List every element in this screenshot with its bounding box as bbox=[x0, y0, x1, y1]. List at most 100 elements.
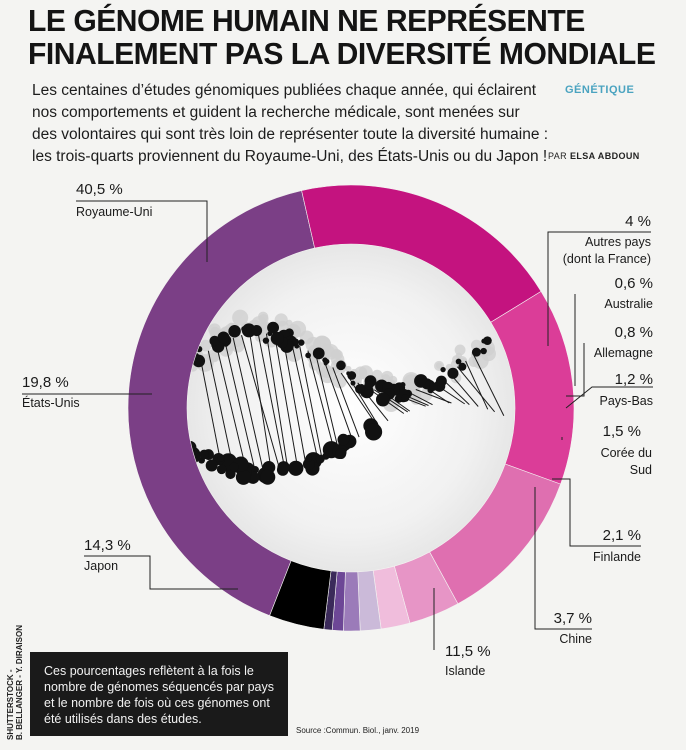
slice-percent-label: 40,5 % bbox=[76, 181, 123, 198]
helix-rung bbox=[332, 367, 360, 438]
helix-rung bbox=[224, 341, 257, 473]
note-line: été utilisés dans des études. bbox=[44, 712, 202, 726]
helix-bead bbox=[455, 358, 462, 365]
slice-percent-label: 0,6 % bbox=[615, 275, 653, 292]
background-bead bbox=[199, 339, 212, 352]
background-bead bbox=[332, 374, 347, 389]
slice-name-label: Corée du bbox=[601, 446, 652, 460]
section-rubric: GÉNÉTIQUE bbox=[565, 84, 635, 96]
helix-bead bbox=[364, 380, 374, 390]
donut-slice bbox=[343, 571, 361, 632]
helix-rung bbox=[232, 337, 265, 474]
helix-bead bbox=[400, 382, 406, 388]
leader-line bbox=[84, 555, 238, 590]
leader-line bbox=[534, 487, 592, 630]
helix-bead bbox=[235, 469, 251, 485]
slice-name-label: Australie bbox=[604, 297, 653, 311]
helix-bead bbox=[251, 325, 263, 337]
background-bead bbox=[258, 313, 269, 324]
leader-line bbox=[566, 343, 585, 397]
byline: PAR ELSA ABDOUN bbox=[548, 151, 640, 161]
helix-bead bbox=[305, 352, 311, 359]
helix-bead bbox=[447, 367, 459, 379]
helix-bead bbox=[288, 460, 304, 476]
slice-name-label: États-Unis bbox=[22, 395, 80, 410]
note-line: Ces pourcentages reflètent à la fois le bbox=[44, 664, 254, 678]
helix-bead bbox=[481, 338, 487, 344]
helix-bead bbox=[199, 449, 209, 460]
slice-percent-label: 1,5 % bbox=[603, 423, 641, 440]
note-line: et le nombre de fois où ces génomes ont bbox=[44, 696, 270, 710]
slice-name-label: Sud bbox=[630, 463, 652, 477]
helix-rung bbox=[257, 332, 286, 471]
helix-bead bbox=[267, 321, 280, 334]
helix-bead bbox=[337, 433, 350, 446]
helix-bead bbox=[350, 380, 356, 386]
slice-name-label: Pays-Bas bbox=[600, 394, 654, 408]
helix-rung bbox=[249, 333, 273, 473]
helix-rung bbox=[465, 360, 489, 410]
byline-author: ELSA ABDOUN bbox=[569, 151, 640, 161]
background-bead bbox=[468, 356, 480, 367]
dna-helix-illustration bbox=[182, 242, 517, 574]
intro-line: nos comportements et guident la recherch… bbox=[32, 104, 520, 121]
slice-name-label: Islande bbox=[445, 664, 485, 678]
helix-bead bbox=[429, 382, 438, 391]
title-line: LE GÉNOME HUMAIN NE REPRÉSENTE bbox=[28, 3, 585, 38]
slice-name-label: Chine bbox=[559, 632, 592, 646]
source-note: Source :Commun. Biol., janv. 2019 bbox=[296, 726, 420, 735]
helix-rung bbox=[340, 372, 378, 427]
intro-line: des volontaires qui sont très loin de re… bbox=[32, 126, 549, 143]
helix-bead bbox=[298, 339, 305, 346]
helix-bead bbox=[458, 362, 467, 371]
intro-line: les trois-quarts proviennent du Royaume-… bbox=[32, 148, 548, 165]
slice-percent-label: 19,8 % bbox=[22, 374, 69, 391]
helix-rung bbox=[456, 366, 495, 413]
helix-bead bbox=[414, 374, 428, 388]
background-bead bbox=[454, 344, 466, 356]
helix-bead bbox=[401, 394, 410, 402]
intro-line: Les centaines d’études génomiques publié… bbox=[32, 82, 537, 99]
helix-bead bbox=[217, 455, 224, 463]
slice-percent-label: 0,8 % bbox=[615, 324, 653, 341]
background-bead bbox=[388, 375, 398, 385]
intro-paragraph: Les centaines d’études génomiques publié… bbox=[32, 80, 549, 168]
slice-percent-label: 14,3 % bbox=[84, 537, 131, 554]
helix-bead bbox=[322, 357, 328, 363]
page-title: LE GÉNOME HUMAIN NE REPRÉSENTE FINALEMEN… bbox=[28, 4, 668, 70]
slice-percent-label: 3,7 % bbox=[554, 610, 592, 627]
slice-name-label: Finlande bbox=[593, 550, 641, 564]
helix-bead bbox=[217, 331, 230, 344]
background-bead bbox=[345, 365, 352, 373]
helix-rung bbox=[324, 361, 354, 441]
helix-bead bbox=[335, 448, 347, 460]
background-bead bbox=[231, 339, 245, 353]
background-bead bbox=[276, 320, 289, 334]
helix-bead bbox=[228, 325, 241, 338]
leader-line bbox=[547, 231, 651, 346]
leader-line bbox=[565, 386, 653, 409]
byline-prefix: PAR bbox=[548, 151, 568, 161]
helix-rung bbox=[348, 377, 380, 427]
helix-rung bbox=[290, 341, 319, 460]
donut-slice bbox=[269, 560, 332, 630]
helix-bead bbox=[305, 455, 313, 462]
helix-rung bbox=[207, 350, 234, 469]
helix-bead bbox=[435, 375, 447, 387]
helix-bead bbox=[355, 384, 365, 394]
methodology-note: Ces pourcentages reflètent à la fois le … bbox=[30, 652, 288, 736]
helix-bead bbox=[216, 464, 227, 475]
helix-bead bbox=[336, 360, 346, 371]
helix-rung bbox=[282, 337, 307, 465]
helix-rung bbox=[315, 355, 339, 450]
leader-line bbox=[552, 478, 641, 547]
helix-rung bbox=[307, 350, 335, 452]
helix-bead bbox=[315, 454, 325, 464]
helix-bead bbox=[347, 371, 357, 380]
helix-bead bbox=[262, 337, 270, 344]
background-bead bbox=[232, 309, 249, 326]
slice-name-label: (dont la France) bbox=[563, 252, 651, 266]
background-bead bbox=[354, 366, 368, 380]
helix-bead bbox=[292, 338, 299, 345]
